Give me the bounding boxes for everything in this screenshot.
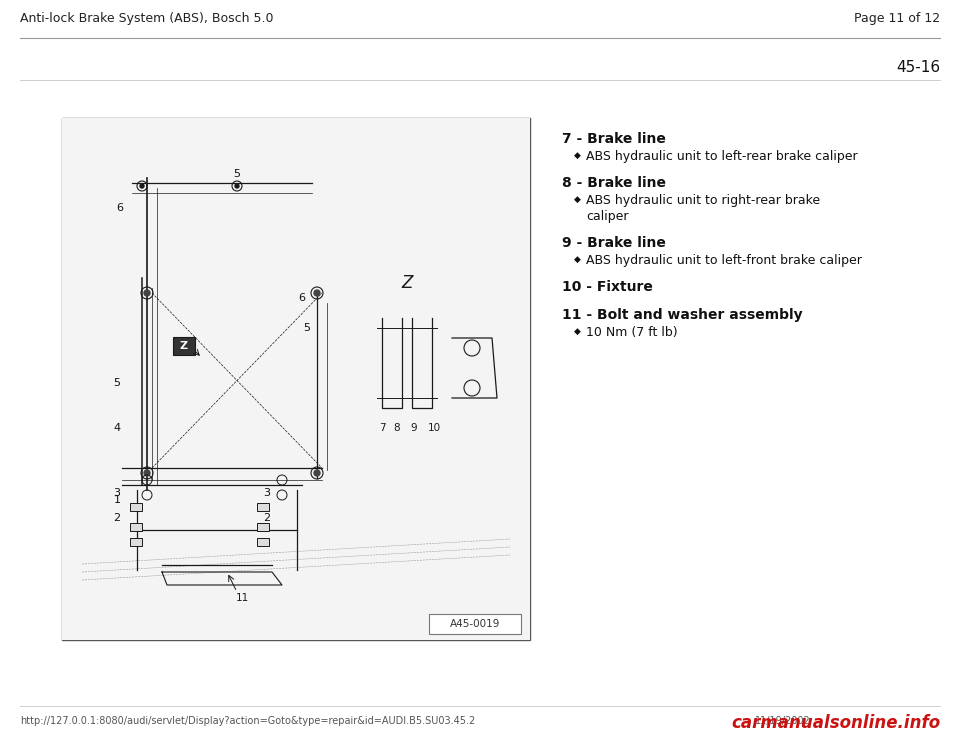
Text: 4: 4 — [113, 423, 121, 433]
Text: 3: 3 — [113, 488, 121, 498]
Text: 10 Nm (7 ft lb): 10 Nm (7 ft lb) — [586, 326, 678, 339]
Text: 2: 2 — [263, 513, 271, 523]
Text: ◆: ◆ — [574, 195, 581, 204]
Text: 8: 8 — [394, 423, 400, 433]
Text: carmanualsonline.info: carmanualsonline.info — [731, 714, 940, 732]
Text: 9 - Brake line: 9 - Brake line — [562, 236, 666, 250]
Bar — [130, 503, 142, 511]
Text: Anti-lock Brake System (ABS), Bosch 5.0: Anti-lock Brake System (ABS), Bosch 5.0 — [20, 12, 274, 25]
Bar — [257, 538, 269, 546]
Text: 45-16: 45-16 — [896, 60, 940, 75]
Text: 10: 10 — [427, 423, 441, 433]
Text: 11/19/2002: 11/19/2002 — [755, 716, 811, 726]
Circle shape — [235, 184, 239, 188]
Bar — [62, 118, 530, 640]
Text: ◆: ◆ — [574, 255, 581, 264]
Circle shape — [144, 470, 150, 476]
Text: 6: 6 — [116, 203, 124, 213]
Text: 5: 5 — [303, 323, 310, 333]
Text: 11 - Bolt and washer assembly: 11 - Bolt and washer assembly — [562, 308, 803, 322]
Text: http://127.0.0.1:8080/audi/servlet/Display?action=Goto&type=repair&id=AUDI.B5.SU: http://127.0.0.1:8080/audi/servlet/Displ… — [20, 716, 475, 726]
Text: 2: 2 — [113, 513, 121, 523]
Text: 10 - Fixture: 10 - Fixture — [562, 280, 653, 294]
Text: Z: Z — [180, 341, 188, 351]
Text: 7 - Brake line: 7 - Brake line — [562, 132, 666, 146]
Text: 1: 1 — [113, 495, 121, 505]
Circle shape — [314, 470, 320, 476]
Circle shape — [144, 290, 150, 296]
Text: caliper: caliper — [586, 210, 629, 223]
Text: 9: 9 — [411, 423, 418, 433]
Bar — [257, 523, 269, 531]
Bar — [257, 503, 269, 511]
Text: Page 11 of 12: Page 11 of 12 — [853, 12, 940, 25]
Text: A45-0019: A45-0019 — [450, 619, 500, 629]
Text: 5: 5 — [113, 378, 121, 388]
FancyBboxPatch shape — [429, 614, 521, 634]
FancyBboxPatch shape — [173, 337, 195, 355]
Circle shape — [140, 184, 144, 188]
Text: Z: Z — [401, 274, 413, 292]
Text: ABS hydraulic unit to right-rear brake: ABS hydraulic unit to right-rear brake — [586, 194, 820, 207]
Text: ◆: ◆ — [574, 327, 581, 336]
Text: 8 - Brake line: 8 - Brake line — [562, 176, 666, 190]
Text: 11: 11 — [235, 593, 249, 603]
Text: 5: 5 — [233, 169, 241, 179]
Text: ABS hydraulic unit to left-rear brake caliper: ABS hydraulic unit to left-rear brake ca… — [586, 150, 857, 163]
Circle shape — [314, 290, 320, 296]
Text: ABS hydraulic unit to left-front brake caliper: ABS hydraulic unit to left-front brake c… — [586, 254, 862, 267]
Text: 3: 3 — [263, 488, 271, 498]
Text: 7: 7 — [378, 423, 385, 433]
Text: 6: 6 — [299, 293, 305, 303]
Text: ◆: ◆ — [574, 151, 581, 160]
Bar — [130, 523, 142, 531]
Bar — [130, 538, 142, 546]
